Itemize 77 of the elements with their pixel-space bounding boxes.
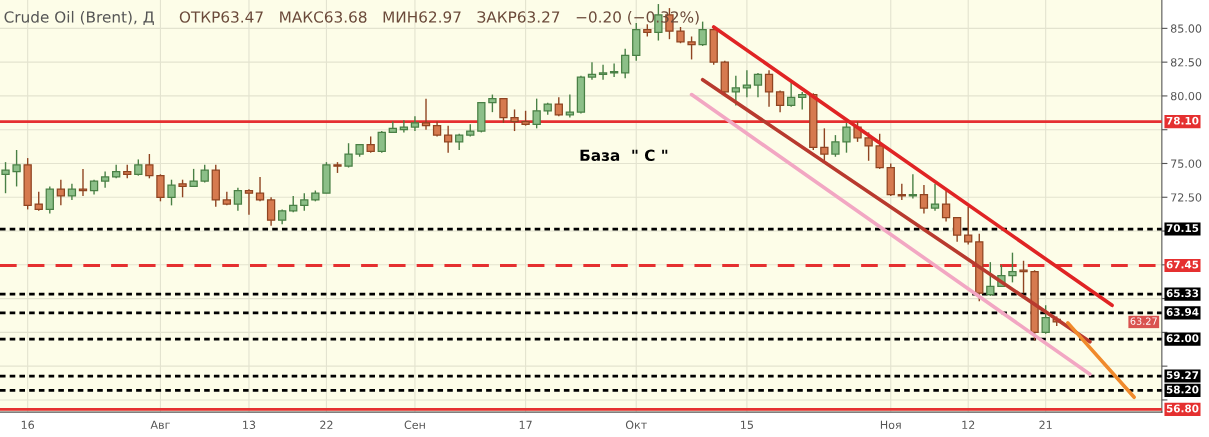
y-tick-label: 82.50 xyxy=(1170,58,1202,67)
x-tick-label: Ноя xyxy=(880,420,901,430)
ref-line-label: 59.27 xyxy=(1166,371,1199,380)
x-tick-label: 21 xyxy=(1039,420,1052,429)
candlestick xyxy=(244,188,254,216)
candlestick xyxy=(145,153,154,180)
text: Crude Oil (Brent), Д xyxy=(4,10,154,25)
candlestick xyxy=(499,97,508,124)
candlestick xyxy=(897,183,906,201)
ref-line-label: 62.00 xyxy=(1166,334,1199,343)
candlestick xyxy=(598,64,608,81)
x-tick-label: 17 xyxy=(519,420,532,429)
ref-line-label: 70.15 xyxy=(1166,224,1199,233)
candlestick xyxy=(875,133,884,170)
candlestick xyxy=(831,134,840,158)
candlestick xyxy=(377,130,386,154)
ref-line-label: 63.94 xyxy=(1166,308,1199,316)
x-tick-label: 22 xyxy=(320,420,333,429)
candlestick xyxy=(399,119,409,134)
candlestick xyxy=(1019,260,1028,294)
candlestick xyxy=(510,108,519,132)
candlestick xyxy=(731,74,741,107)
candlestick xyxy=(919,184,929,215)
candlestick xyxy=(1,161,10,194)
candlestick xyxy=(687,35,696,61)
candlestick xyxy=(12,149,21,188)
candlestick xyxy=(344,142,353,169)
candlestick xyxy=(621,47,630,80)
candlestick xyxy=(156,173,165,203)
ref-line-label: 56.80 xyxy=(1166,404,1199,413)
y-tick-label: 80.00 xyxy=(1170,91,1202,101)
candlestick xyxy=(532,97,541,130)
candlestick xyxy=(45,185,54,215)
x-tick-label: Сен xyxy=(404,420,425,430)
x-tick-label: 12 xyxy=(962,420,975,429)
candlestick xyxy=(266,196,276,227)
candlestick xyxy=(753,72,763,98)
candlestick xyxy=(255,176,265,203)
candlestick xyxy=(233,187,243,212)
candlestick xyxy=(952,216,962,243)
ref-line-label: 65.33 xyxy=(1166,289,1199,298)
annotation: 63.27 xyxy=(1130,317,1157,325)
y-tick-label: 85.00 xyxy=(1170,24,1202,33)
candlestick xyxy=(764,69,774,108)
candlestick xyxy=(941,189,951,223)
x-tick-label: 13 xyxy=(243,420,256,430)
candlestick xyxy=(908,173,918,200)
candlestick xyxy=(609,62,619,78)
candlestick xyxy=(56,179,66,207)
candlestick xyxy=(986,261,995,297)
candlestick xyxy=(587,61,597,81)
x-tick-label: 16 xyxy=(21,420,35,430)
y-tick-label: 72.50 xyxy=(1171,193,1202,202)
candlestick xyxy=(864,131,873,162)
candlestick xyxy=(1041,304,1050,335)
candlestick xyxy=(554,96,563,117)
x-tick-label: 15 xyxy=(741,420,753,430)
y-tick-label: 75.00 xyxy=(1171,159,1202,168)
ref-line-label: 78.10 xyxy=(1166,116,1199,125)
ref-line-label: 58.20 xyxy=(1166,385,1199,394)
candlestick xyxy=(742,69,752,98)
ref-line-label: 67.45 xyxy=(1166,260,1199,269)
candlestick xyxy=(930,183,940,212)
x-tick-label: Окт xyxy=(625,420,647,430)
candlestick xyxy=(443,124,453,154)
candlestick xyxy=(698,20,707,47)
candlestick xyxy=(167,179,176,207)
annotation: База " С " xyxy=(580,149,668,162)
candlestick xyxy=(842,122,851,154)
x-tick-label: Авг xyxy=(150,420,170,429)
candlestick xyxy=(34,191,43,212)
candlestick xyxy=(786,81,796,108)
candlestick xyxy=(964,206,973,246)
candlestick xyxy=(421,97,431,131)
candlestick xyxy=(1008,251,1017,284)
candlestick xyxy=(820,127,829,162)
candlestick xyxy=(565,93,575,119)
